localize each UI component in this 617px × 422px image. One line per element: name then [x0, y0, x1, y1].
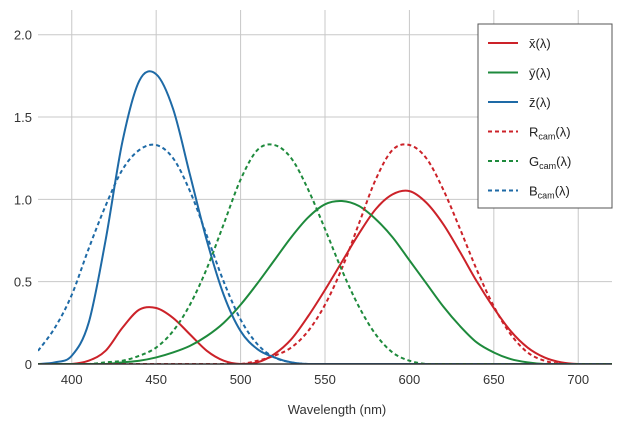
tick-labels: 400 450 500 550 600 650 700 0 0.5 1.0 1.5 2.0: [14, 28, 589, 387]
y-tick-label-4: 2.0: [14, 28, 32, 43]
legend-box: [477, 23, 613, 209]
x-tick-label-550: 550: [314, 372, 336, 387]
x-axis-title: Wavelength (nm): [288, 402, 387, 417]
legend-label-0: x̄(λ): [529, 36, 551, 51]
series-line-2: [38, 70, 612, 364]
x-tick-label-400: 400: [61, 372, 83, 387]
x-tick-label-650: 650: [483, 372, 505, 387]
legend-label-5: Bcam(λ): [529, 184, 570, 201]
series-line-0: [38, 189, 612, 364]
series-line-4: [38, 143, 612, 364]
y-tick-label-0: 0: [25, 357, 32, 372]
series-line-5: [38, 143, 612, 364]
series-lines: [38, 70, 612, 364]
series-line-3: [38, 143, 612, 364]
legend-label-2: z̄(λ): [529, 95, 551, 110]
legend-label-4: Gcam(λ): [529, 154, 571, 171]
legend-label-1: ȳ(λ): [529, 66, 551, 81]
y-tick-label-2: 1.0: [14, 192, 32, 207]
y-tick-label-1: 0.5: [14, 275, 32, 290]
x-tick-label-500: 500: [230, 372, 252, 387]
x-tick-label-700: 700: [567, 372, 589, 387]
series-line-1: [38, 199, 612, 364]
legend: x̄(λ) ȳ(λ) z̄(λ) Rcam(λ) Gcam(λ) Bcam(λ): [477, 23, 613, 209]
y-tick-label-3: 1.5: [14, 110, 32, 125]
legend-label-3: Rcam(λ): [529, 125, 571, 142]
x-tick-label-450: 450: [145, 372, 167, 387]
x-tick-label-600: 600: [399, 372, 421, 387]
